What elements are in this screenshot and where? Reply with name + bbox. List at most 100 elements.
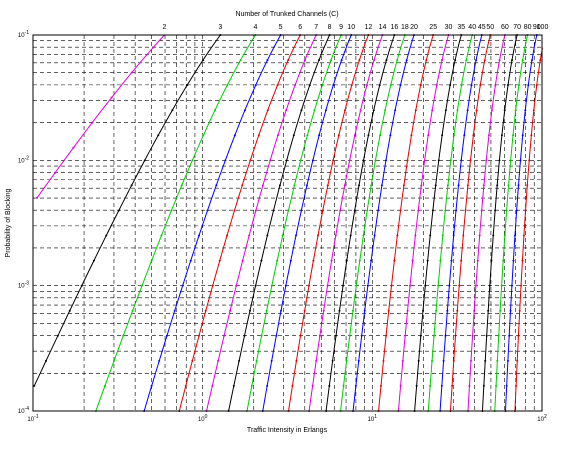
curve-marker — [460, 159, 463, 162]
curve-c5 — [143, 34, 282, 412]
curve-marker — [152, 46, 155, 49]
curve-marker — [528, 159, 531, 162]
curve-marker — [532, 109, 535, 112]
channel-label-40: 40 — [468, 24, 476, 31]
y-tick-label: 10-4 — [18, 406, 29, 415]
channel-label-100: 100 — [537, 24, 549, 31]
curve-marker — [269, 159, 272, 162]
curve-marker — [275, 334, 278, 337]
curve-marker — [326, 284, 329, 287]
curve-marker — [186, 84, 189, 87]
curve-marker — [466, 109, 469, 112]
curve-marker — [444, 334, 447, 337]
curve-marker — [460, 259, 463, 262]
curve-marker — [505, 209, 508, 212]
y-tick-exponent: -3 — [25, 281, 30, 287]
curve-marker — [405, 59, 408, 62]
curve-marker — [499, 309, 502, 312]
y-tick-exponent: -1 — [25, 30, 30, 36]
curve-marker — [338, 309, 341, 312]
channel-label-8: 8 — [328, 24, 332, 31]
curve-marker — [191, 359, 194, 362]
curve-marker — [143, 159, 146, 162]
curve-marker — [431, 359, 434, 362]
curve-marker — [507, 184, 510, 187]
x-tick-exponent: -1 — [34, 414, 39, 420]
curve-marker — [476, 259, 479, 262]
curve-marker — [312, 259, 315, 262]
curve-marker — [470, 84, 473, 87]
channel-label-80: 80 — [524, 24, 532, 31]
curve-marker — [409, 284, 412, 287]
curve-marker — [389, 134, 392, 137]
curve-marker — [215, 184, 218, 187]
curve-marker — [475, 59, 478, 62]
curve-marker — [358, 59, 361, 62]
curve-marker — [280, 309, 282, 312]
curve-marker — [469, 359, 472, 362]
curve-marker — [457, 184, 460, 187]
curve-marker — [91, 121, 94, 124]
curve-marker — [521, 259, 524, 262]
channel-label-50: 50 — [486, 24, 494, 31]
y-tick-base: 10 — [18, 158, 25, 164]
curve-marker — [158, 359, 161, 362]
curve-marker — [496, 184, 499, 187]
curve-marker — [254, 209, 257, 212]
curve-marker — [514, 109, 517, 112]
curve-c9 — [246, 34, 342, 412]
curve-marker — [419, 334, 422, 337]
channel-label-6: 6 — [298, 24, 302, 31]
curve-marker — [522, 234, 525, 237]
curve-marker — [441, 59, 444, 62]
curve-marker — [299, 159, 302, 162]
curve-marker — [419, 84, 422, 87]
curve-marker — [173, 309, 176, 312]
channel-label-25: 25 — [429, 24, 437, 31]
curve-marker — [171, 109, 174, 112]
curve-marker — [444, 109, 447, 112]
y-tick-base: 10 — [18, 33, 25, 39]
curve-marker — [303, 309, 306, 312]
curve-marker — [105, 234, 108, 237]
curve-marker — [437, 159, 440, 162]
curve-c100 — [514, 47, 543, 412]
curve-marker — [276, 134, 279, 137]
curve-marker — [429, 384, 432, 387]
curve-marker — [130, 184, 133, 187]
curve-marker — [526, 184, 529, 187]
curve-marker — [410, 134, 413, 137]
curve-marker — [300, 209, 303, 212]
curve-marker — [157, 134, 160, 137]
y-tick-exponent: -4 — [25, 406, 30, 412]
curve-marker — [204, 309, 207, 312]
curve-marker — [358, 259, 361, 262]
curve-marker — [452, 134, 455, 137]
curve-marker — [516, 359, 519, 362]
curve-marker — [485, 334, 488, 337]
channel-labels: 2 3 4 5 6 7 8 9 10 12 14 16 18 20 25 30 35 40 45 50 60 70 80 90… — [163, 24, 549, 31]
curve-marker — [441, 134, 444, 137]
curve-marker — [311, 384, 314, 387]
curve-marker — [465, 59, 468, 62]
curve-marker — [365, 84, 368, 87]
curve-marker — [509, 309, 512, 312]
curve-marker — [521, 59, 524, 62]
y-tick-base: 10 — [18, 284, 25, 290]
curve-marker — [45, 359, 48, 362]
curve-marker — [517, 334, 520, 337]
curve-marker — [191, 159, 194, 162]
curve-marker — [385, 59, 388, 62]
curve-marker — [370, 259, 373, 262]
curve-marker — [500, 284, 503, 287]
curve-marker — [224, 159, 227, 162]
curve-marker — [276, 84, 279, 87]
curve-marker — [189, 259, 192, 262]
curve-marker — [422, 309, 424, 312]
curve-marker — [328, 384, 331, 387]
curve-marker — [318, 334, 321, 337]
curve-marker — [235, 284, 238, 287]
curve-c6 — [178, 34, 301, 412]
curve-marker — [512, 134, 515, 137]
curve-marker — [503, 234, 506, 237]
